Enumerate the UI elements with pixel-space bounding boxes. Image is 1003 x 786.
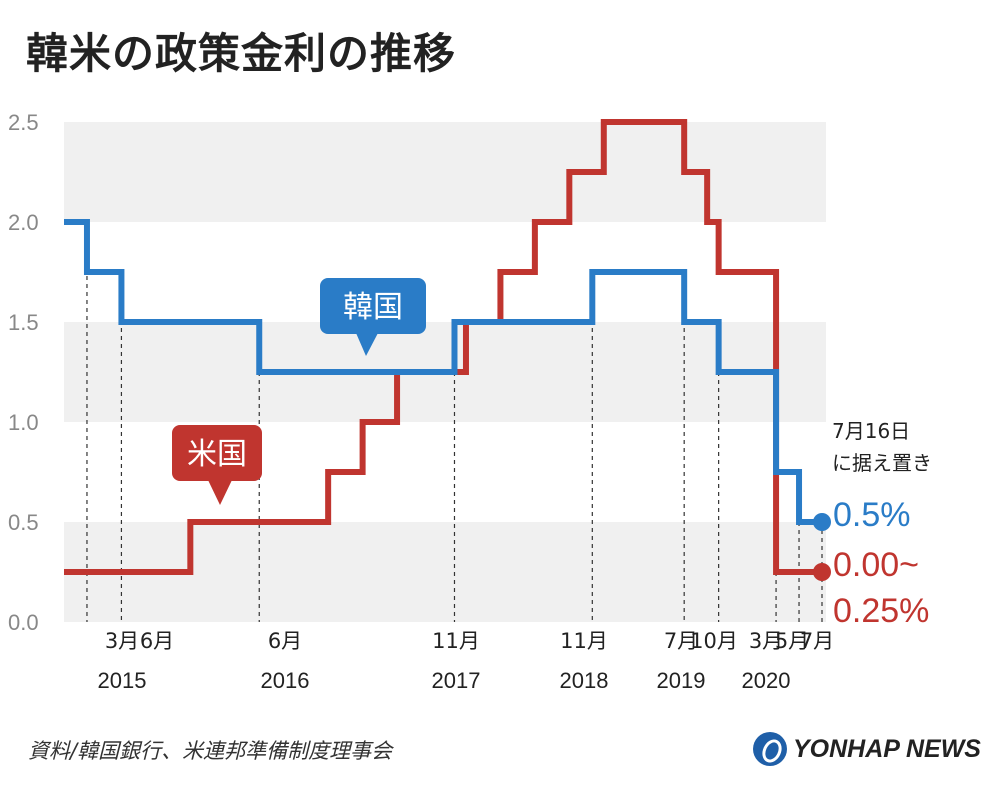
y-tick-label: 0.0 — [8, 610, 39, 635]
grid-band — [64, 122, 826, 222]
korea-end-value: 0.5% — [833, 496, 911, 534]
rate-chart: 0.0 0.5 1.0 1.5 2.0 2.5 3月 2015 6月 6月 2016 11月 2017 1… — [8, 110, 932, 693]
x-month-label: 10月 — [690, 629, 738, 653]
page-title: 韓米の政策金利の推移 — [26, 29, 457, 78]
x-year-label: 2020 — [742, 668, 791, 693]
x-year-label: 2019 — [657, 668, 706, 693]
annotation-line-1: 7月16日 — [832, 419, 910, 443]
us-callout-label: 米国 — [187, 437, 247, 472]
x-month-label: 6月 — [140, 629, 174, 653]
x-month-label: 11月 — [560, 629, 608, 653]
us-callout-pointer — [208, 480, 232, 505]
annotation-line-2: に据え置き — [832, 451, 932, 475]
x-year-label: 2017 — [432, 668, 481, 693]
us-end-value-1: 0.00~ — [833, 546, 919, 584]
y-tick-label: 2.0 — [8, 210, 39, 235]
x-month-label: 7月 — [800, 629, 834, 653]
korea-rate-line — [64, 219, 822, 525]
korea-callout-label: 韓国 — [343, 290, 403, 325]
x-year-label: 2018 — [560, 668, 609, 693]
yonhap-logo-text: YONHAP NEWS — [793, 734, 981, 763]
x-month-label: 6月 — [268, 629, 302, 653]
korea-callout-pointer — [356, 333, 378, 356]
source-note: 資料/韓国銀行、米連邦準備制度理事会 — [28, 739, 393, 763]
us-callout-box — [172, 425, 262, 481]
y-tick-label: 2.5 — [8, 110, 39, 135]
y-tick-label: 1.0 — [8, 410, 39, 435]
x-year-label: 2016 — [261, 668, 310, 693]
x-month-label: 5月 — [775, 629, 809, 653]
x-month-label: 3月 — [105, 629, 139, 653]
y-tick-label: 0.5 — [8, 510, 39, 535]
y-tick-label: 1.5 — [8, 310, 39, 335]
x-month-label: 3月 — [749, 629, 783, 653]
x-month-label: 11月 — [432, 629, 480, 653]
us-rate-line — [64, 119, 822, 575]
korea-callout-box — [320, 278, 426, 334]
us-end-dot — [813, 563, 831, 581]
x-year-label: 2015 — [98, 668, 147, 693]
yonhap-logo-icon — [753, 732, 787, 766]
x-month-label: 7月 — [664, 629, 698, 653]
korea-end-dot — [813, 513, 831, 531]
yonhap-logo: YONHAP NEWS — [753, 732, 981, 766]
us-end-value-2: 0.25% — [833, 592, 929, 630]
